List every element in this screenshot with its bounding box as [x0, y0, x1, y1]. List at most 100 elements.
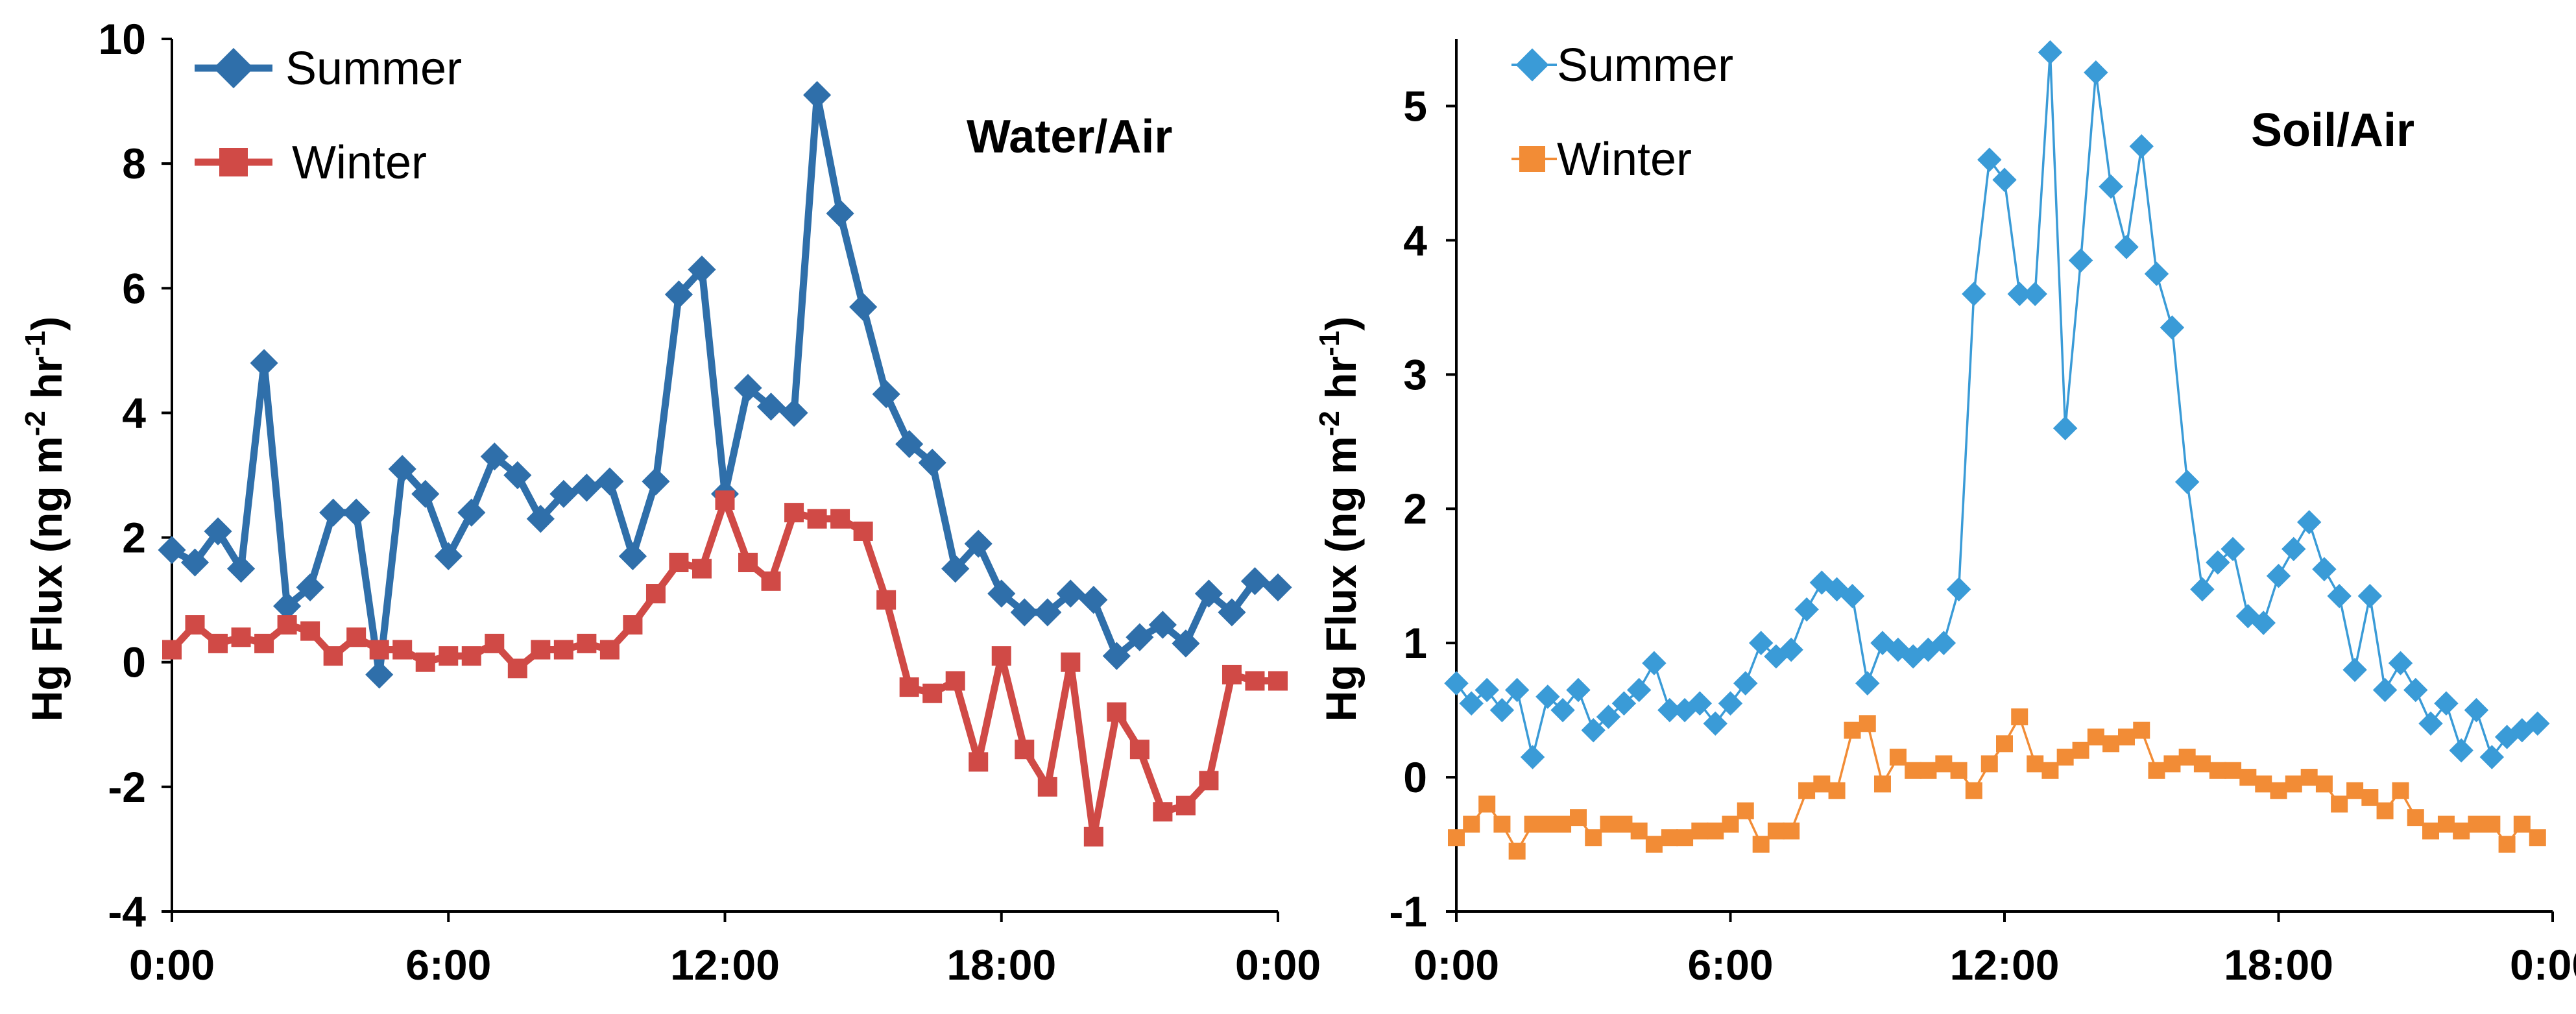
water-air-data-point-winter	[669, 553, 689, 572]
soil-air-data-point-winter	[1828, 782, 1846, 799]
water-air-data-point-summer	[1125, 623, 1154, 651]
soil-air-data-point-summer	[2281, 537, 2306, 562]
water-air-data-point-winter	[1268, 671, 1288, 691]
soil-air-data-point-winter	[2193, 755, 2211, 773]
soil-air-data-point-winter	[2041, 762, 2059, 779]
water-air-data-point-summer	[250, 348, 278, 378]
soil-air-data-point-winter	[1920, 762, 1937, 779]
soil-air-y-tick-label: 5	[1403, 82, 1427, 130]
water-air-data-point-summer	[918, 448, 946, 477]
water-air-data-point-summer	[1240, 567, 1270, 596]
soil-air-data-point-summer	[1901, 644, 1925, 669]
soil-air-data-point-summer	[2327, 584, 2352, 609]
water-air-data-point-summer	[526, 505, 555, 533]
soil-air-data-point-summer	[2494, 725, 2520, 749]
legend-label-summer: Summer	[1557, 40, 1733, 91]
water-air-data-point-winter	[369, 640, 389, 660]
water-air-data-point-winter	[1083, 827, 1103, 847]
water-air-data-point-summer	[734, 374, 762, 402]
soil-air-data-point-winter	[1783, 822, 1800, 839]
water-air-data-point-summer	[365, 660, 394, 689]
water-air-data-point-summer	[964, 529, 993, 558]
water-air-panel: Hg Flux (ng m-2 hr-1) -4 -2 0 2 4 6 8 10 0:00 6:0…	[19, 15, 1321, 989]
soil-air-data-point-summer	[1566, 677, 1591, 703]
water-air-data-point-summer	[1079, 586, 1108, 614]
soil-air-data-point-summer	[1946, 577, 1971, 602]
soil-air-data-point-winter	[2376, 802, 2394, 819]
soil-air-data-point-winter	[1600, 815, 1617, 833]
soil-air-data-point-summer	[2251, 610, 2276, 635]
soil-air-x-tick-label: 18:00	[2224, 941, 2333, 989]
water-air-data-point-winter	[922, 683, 943, 703]
soil-air-data-point-winter	[2011, 708, 2028, 725]
water-air-data-point-summer	[895, 429, 924, 459]
soil-air-data-point-winter	[2209, 762, 2226, 779]
water-air-data-point-winter	[738, 553, 758, 572]
soil-air-data-point-summer	[2449, 738, 2474, 763]
water-air-data-point-winter	[577, 633, 597, 653]
water-air-data-point-summer	[1264, 573, 1292, 602]
water-air-data-point-winter	[531, 640, 551, 660]
water-air-y-tick-label: -4	[108, 887, 146, 936]
legend-label-summer: Summer	[285, 43, 462, 95]
soil-air-data-point-summer	[2388, 651, 2413, 675]
soil-air-panel: Hg Flux (ng m-2 hr-1) -1 0 1 2 3 4 5 0:00 6:00 12…	[1314, 39, 2576, 989]
soil-air-data-point-summer	[1870, 631, 1895, 655]
water-air-data-point-summer	[549, 479, 578, 508]
soil-air-data-point-winter	[1691, 822, 1709, 839]
water-air-series-line-winter	[169, 496, 1278, 841]
soil-air-data-point-summer	[2525, 711, 2550, 736]
water-air-data-point-winter	[231, 627, 251, 647]
water-air-data-point-summer	[802, 80, 832, 110]
water-air-data-point-winter	[599, 640, 620, 660]
soil-air-data-point-winter	[1630, 822, 1648, 839]
soil-air-data-point-winter	[2529, 829, 2546, 847]
soil-air-data-point-winter	[2498, 836, 2516, 853]
water-air-data-point-winter	[461, 646, 481, 666]
soil-air-data-point-summer	[1718, 691, 1743, 716]
soil-air-data-point-winter	[2407, 809, 2424, 827]
water-air-y-tick-label: -2	[108, 763, 146, 811]
soil-air-data-point-winter	[2361, 789, 2379, 806]
legend-marker-summer	[1515, 48, 1549, 82]
water-air-data-point-winter	[830, 509, 850, 529]
soil-air-data-point-summer	[2007, 282, 2032, 306]
soil-air-data-point-summer	[2160, 315, 2185, 340]
soil-air-data-point-winter	[1859, 715, 1876, 732]
soil-air-data-point-summer	[2221, 537, 2245, 562]
soil-air-data-point-winter	[1798, 782, 1816, 799]
water-air-y-tick-label: 0	[122, 638, 146, 686]
soil-air-y-axis-label: Hg Flux (ng m-2 hr-1)	[1314, 317, 1365, 722]
soil-air-data-point-summer	[2144, 261, 2169, 286]
soil-air-data-point-winter	[1645, 836, 1663, 853]
water-air-data-point-winter	[761, 571, 781, 591]
soil-air-data-point-winter	[1493, 815, 1511, 833]
soil-air-data-point-summer	[2434, 691, 2459, 716]
soil-air-data-point-summer	[2052, 416, 2078, 441]
soil-air-data-point-summer	[1520, 745, 1545, 769]
water-air-data-point-summer	[941, 555, 970, 583]
soil-air-data-point-summer	[2312, 557, 2337, 582]
water-air-data-point-winter	[969, 752, 989, 772]
soil-air-data-point-summer	[1962, 282, 1986, 306]
water-air-data-point-summer	[1102, 642, 1131, 670]
soil-air-data-point-winter	[2087, 729, 2104, 745]
water-air-data-point-winter	[392, 640, 413, 660]
soil-air-y-tick-label: 0	[1403, 753, 1427, 801]
soil-air-data-point-winter	[2148, 762, 2165, 779]
soil-air-data-point-summer	[2084, 60, 2108, 85]
water-air-data-point-summer	[480, 442, 509, 471]
water-air-data-point-winter	[876, 590, 897, 610]
soil-air-data-point-summer	[1992, 167, 2017, 192]
soil-air-data-point-winter	[2285, 775, 2302, 793]
water-air-y-tick-label: 2	[122, 514, 146, 562]
water-air-data-point-winter	[623, 615, 643, 635]
soil-air-data-point-summer	[2403, 677, 2428, 703]
water-air-data-point-summer	[296, 573, 324, 602]
soil-air-data-point-summer	[1459, 691, 1484, 716]
water-air-data-point-summer	[1194, 579, 1223, 608]
water-air-data-point-winter	[439, 646, 459, 666]
water-air-data-point-winter	[692, 559, 712, 579]
soil-air-data-point-winter	[1448, 829, 1465, 847]
water-air-data-point-winter	[807, 509, 827, 529]
